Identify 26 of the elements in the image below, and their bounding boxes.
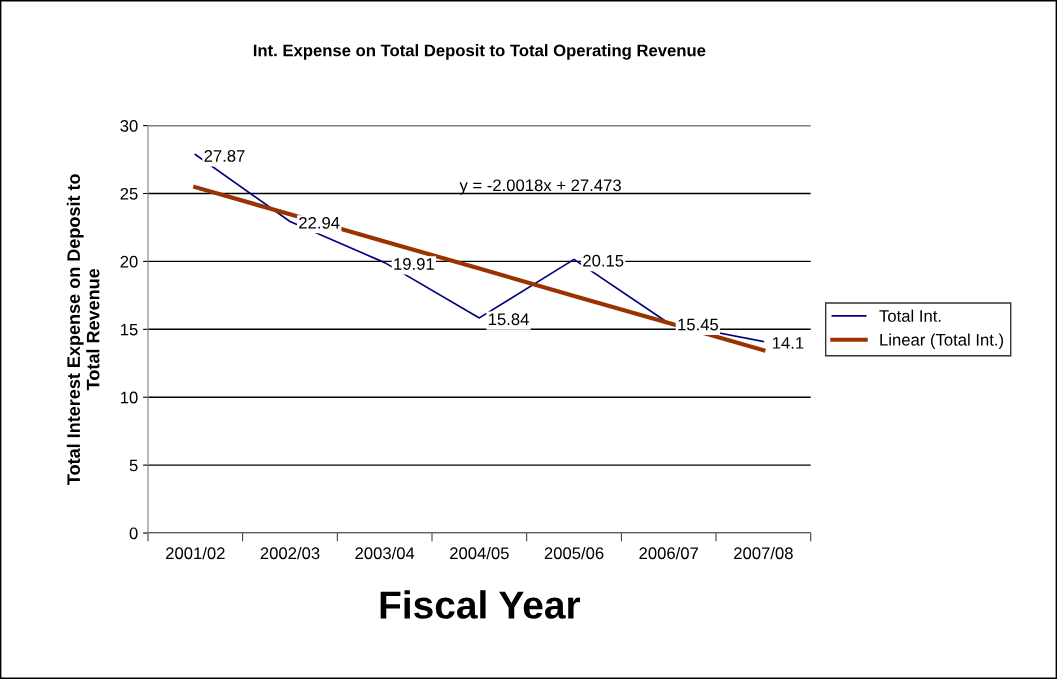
y-tick-label: 30: [120, 120, 138, 132]
legend-label: Total Int.: [879, 309, 941, 322]
data-label: 27.87: [204, 149, 245, 162]
data-label: 22.94: [299, 216, 340, 229]
data-label: 20.15: [583, 254, 624, 267]
data-label: 14.1: [772, 337, 804, 349]
legend-label: Linear (Total Int.): [880, 333, 1004, 350]
x-tick-label: 2006/07: [639, 546, 698, 560]
x-tick-label: 2004/05: [450, 546, 509, 560]
y-tick-label: 10: [120, 391, 138, 404]
x-tick-label: 2003/04: [355, 546, 415, 560]
data-label: 15.45: [678, 318, 719, 331]
data-label: 19.91: [394, 258, 434, 270]
x-tick-label: 2001/02: [166, 546, 225, 560]
y-tick-label: 20: [120, 255, 138, 268]
x-tick-label: 2005/06: [544, 546, 604, 560]
y-tick-label: 15: [120, 323, 138, 336]
y-tick-label: 5: [129, 459, 138, 472]
y-tick-label: 0: [129, 527, 138, 540]
y-axis-title: Total Interest Expense on Deposit to Total Revenue: [66, 174, 100, 485]
x-tick-label: 2007/08: [734, 546, 793, 560]
x-tick-label: 2002/03: [260, 546, 320, 560]
data-label: 15.84: [488, 313, 529, 326]
x-axis-title: Fiscal Year: [380, 590, 581, 619]
chart-title: Int. Expense on Total Deposit to Total Operating Revenue: [253, 44, 706, 60]
y-tick-label: 25: [120, 187, 138, 200]
